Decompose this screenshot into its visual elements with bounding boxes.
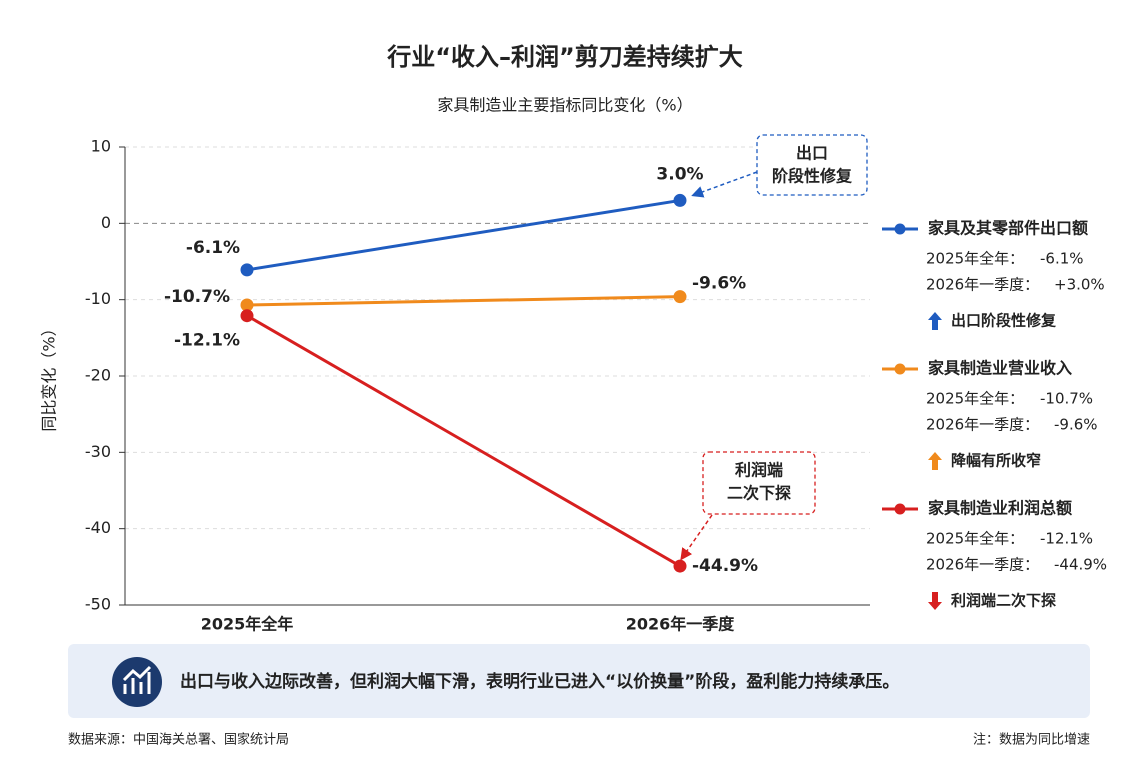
series-line (246, 295, 681, 307)
panel-value: -10.7% (1040, 390, 1093, 408)
data-label: 3.0% (656, 164, 703, 184)
panel-note: 降幅有所收窄 (951, 452, 1041, 470)
series-line (246, 314, 681, 568)
legend-marker (894, 503, 906, 515)
legend-marker (894, 363, 906, 375)
panel-period: 2026年一季度： (926, 276, 1039, 294)
annotation-text: 阶段性修复 (772, 167, 853, 186)
data-point (673, 193, 687, 207)
annotation-text: 出口 (796, 144, 828, 163)
data-point (673, 290, 687, 304)
panel-note: 利润端二次下探 (951, 592, 1056, 610)
annotation-text: 二次下探 (727, 484, 791, 503)
legend-label: 家具制造业营业收入 (928, 359, 1072, 378)
summary-icon (112, 657, 162, 707)
y-tick-label: -30 (85, 442, 111, 461)
y-tick-label: -40 (85, 518, 111, 537)
data-label: -9.6% (692, 274, 746, 294)
y-tick-label: -50 (85, 595, 111, 614)
panel-note: 出口阶段性修复 (951, 312, 1057, 330)
y-axis-label: 同比变化（%） (40, 320, 59, 431)
panel-period: 2026年一季度： (926, 556, 1039, 574)
panel-value: -6.1% (1040, 250, 1084, 268)
data-point (240, 263, 254, 277)
chart-subtitle: 家具制造业主要指标同比变化（%） (437, 96, 692, 115)
panel-value: -44.9% (1054, 556, 1107, 574)
y-tick-label: 0 (101, 213, 111, 232)
legend-label: 家具制造业利润总额 (928, 499, 1072, 518)
data-label: -10.7% (164, 287, 230, 307)
panel-value: -9.6% (1054, 416, 1098, 434)
trend-arrow (928, 312, 942, 330)
summary-banner (68, 644, 1090, 718)
y-tick-label: -20 (85, 366, 111, 385)
annotation-box (702, 451, 816, 515)
series-line (246, 198, 681, 272)
x-tick-label: 2025年全年 (201, 615, 294, 634)
annotation-box (756, 134, 868, 196)
trend-arrow (928, 592, 942, 610)
panel-period: 2025年全年： (926, 390, 1024, 408)
legend-marker (894, 223, 906, 235)
data-point (240, 309, 254, 323)
panel-period: 2026年一季度： (926, 416, 1039, 434)
summary-text: 出口与收入边际改善，但利润大幅下滑，表明行业已进入“以价换量”阶段，盈利能力持续… (180, 671, 899, 692)
source: 数据来源：中国海关总署、国家统计局 (68, 732, 289, 748)
summary-icon-glyph (122, 665, 152, 694)
data-label: -6.1% (186, 238, 240, 258)
panel-value: +3.0% (1054, 276, 1105, 294)
footnote: 注：数据为同比增速 (973, 733, 1090, 748)
legend-label: 家具及其零部件出口额 (928, 219, 1088, 238)
panel-period: 2025年全年： (926, 250, 1024, 268)
y-tick-label: 10 (91, 137, 111, 156)
data-point (240, 298, 254, 312)
y-tick-label: -10 (85, 289, 111, 308)
annotation-text: 利润端 (735, 461, 783, 480)
data-point (673, 559, 687, 573)
panel-value: -12.1% (1040, 530, 1093, 548)
x-tick-label: 2026年一季度 (626, 615, 736, 634)
data-label: -12.1% (174, 331, 240, 351)
chart-title: 行业“收入–利润”剪刀差持续扩大 (386, 43, 743, 71)
panel-period: 2025年全年： (926, 530, 1024, 548)
annotation-arrow (680, 514, 713, 561)
trend-arrow (928, 452, 942, 470)
data-label: -44.9% (692, 556, 758, 576)
